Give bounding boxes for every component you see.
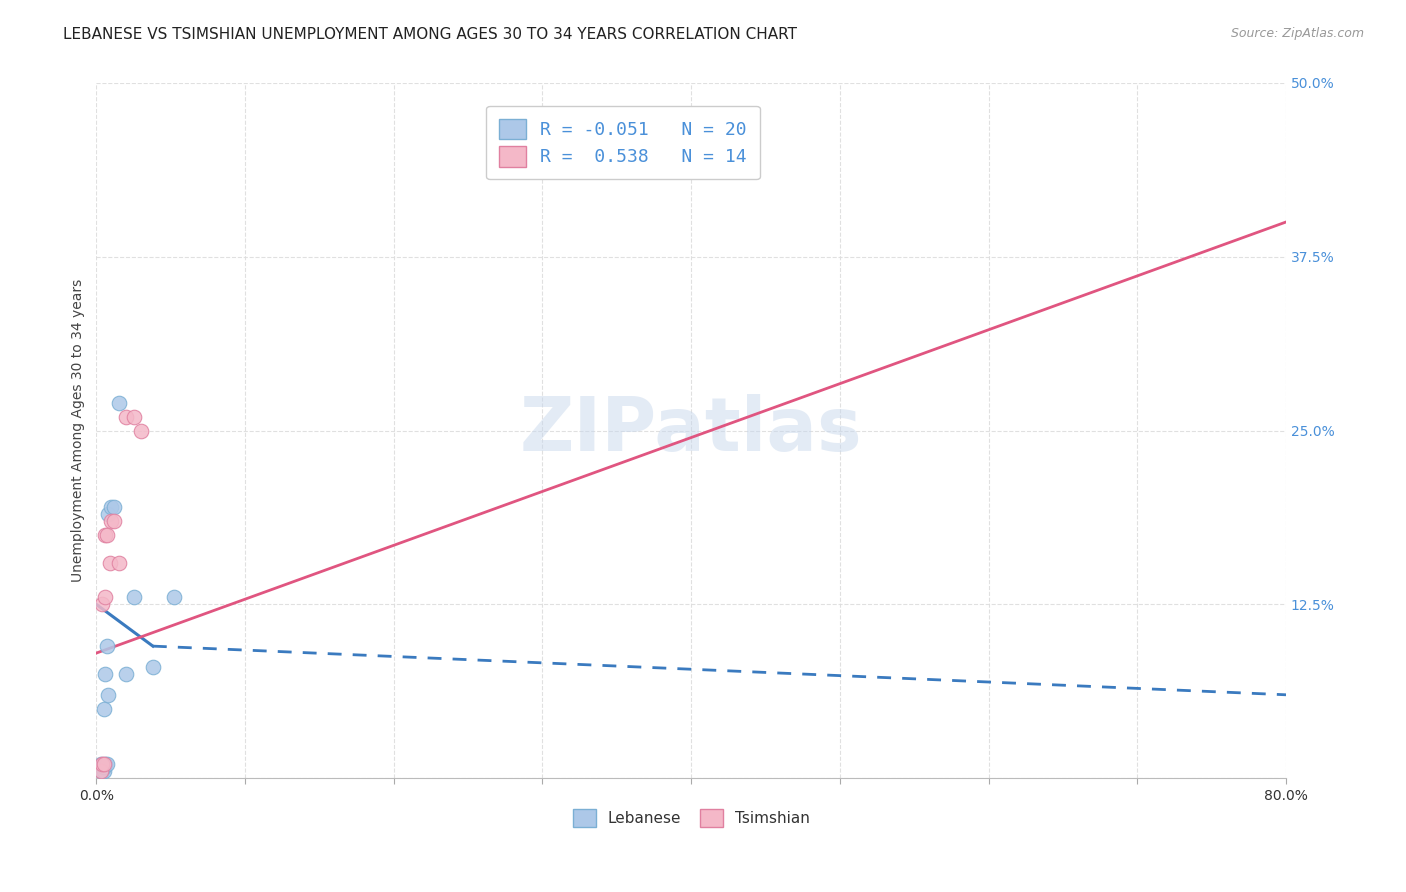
Point	[115, 409, 138, 424]
Legend: Lebanese, Tsimshian: Lebanese, Tsimshian	[567, 804, 815, 833]
Point	[142, 660, 165, 674]
Point	[91, 598, 114, 612]
Point	[91, 764, 114, 779]
Point	[97, 507, 120, 521]
Point	[93, 702, 115, 716]
Point	[107, 556, 129, 570]
Point	[96, 639, 118, 653]
Point	[122, 591, 145, 605]
Point	[100, 514, 122, 528]
Point	[163, 591, 186, 605]
Point	[115, 667, 138, 681]
Point	[93, 764, 115, 779]
Point	[94, 757, 117, 772]
Point	[97, 688, 120, 702]
Y-axis label: Unemployment Among Ages 30 to 34 years: Unemployment Among Ages 30 to 34 years	[72, 279, 86, 582]
Point	[91, 757, 114, 772]
Point	[93, 760, 115, 774]
Point	[122, 409, 145, 424]
Point	[107, 396, 129, 410]
Point	[96, 528, 118, 542]
Point	[94, 528, 117, 542]
Point	[129, 424, 152, 438]
Point	[100, 500, 122, 514]
Text: ZIPatlas: ZIPatlas	[520, 394, 862, 467]
Point	[94, 591, 117, 605]
Point	[93, 757, 115, 772]
Text: Source: ZipAtlas.com: Source: ZipAtlas.com	[1230, 27, 1364, 40]
Text: LEBANESE VS TSIMSHIAN UNEMPLOYMENT AMONG AGES 30 TO 34 YEARS CORRELATION CHART: LEBANESE VS TSIMSHIAN UNEMPLOYMENT AMONG…	[63, 27, 797, 42]
Point	[96, 757, 118, 772]
Point	[90, 764, 112, 779]
Point	[91, 760, 114, 774]
Point	[90, 757, 112, 772]
Point	[94, 667, 117, 681]
Point	[103, 500, 125, 514]
Point	[90, 764, 112, 779]
Point	[98, 556, 121, 570]
Point	[103, 514, 125, 528]
